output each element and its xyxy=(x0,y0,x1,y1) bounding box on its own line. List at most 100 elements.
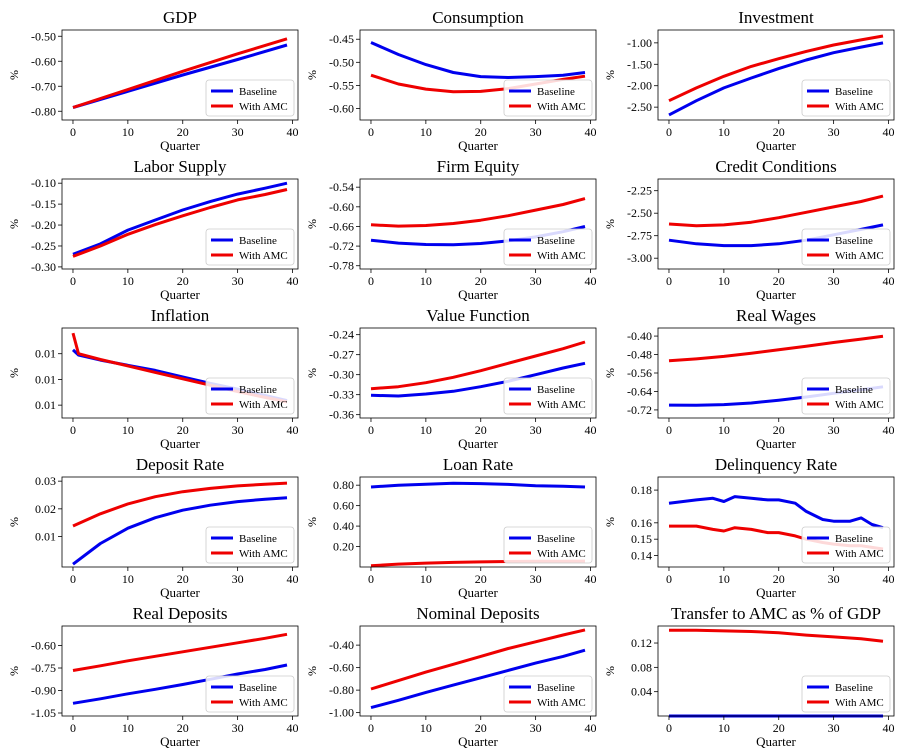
x-tick-label: 10 xyxy=(420,423,432,437)
x-axis-label: Quarter xyxy=(756,436,796,451)
chart-panel-14: Transfer to AMC as % of GDP 0 10 20 30 40 0.04… xyxy=(603,604,895,749)
y-tick-label: -0.78 xyxy=(329,259,354,273)
y-tick-label: -1.00 xyxy=(627,36,652,50)
x-tick-label: 30 xyxy=(232,125,244,139)
y-tick-label: -0.75 xyxy=(31,661,56,675)
y-tick-label: -0.70 xyxy=(31,79,56,93)
axes-frame xyxy=(359,625,597,717)
x-tick-label: 20 xyxy=(177,572,189,586)
legend-label: With AMC xyxy=(537,399,586,411)
chart-panel-10: Loan Rate 0 10 20 30 40 0.20 0.40 0.60 0.80 Quarte… xyxy=(305,455,597,600)
axes-frame xyxy=(61,29,299,121)
chart-panel-0: GDP 0 10 20 30 40 -0.80 -0.70 -0.60 -0.50 Quarter%… xyxy=(7,8,299,153)
chart-panel-13: Nominal Deposits 0 10 20 30 40 -1.00 -0.80 -0.60… xyxy=(305,604,597,749)
x-tick-label: 20 xyxy=(475,423,487,437)
y-tick-label: 0.02 xyxy=(35,502,56,516)
y-tick-label: -0.40 xyxy=(329,638,354,652)
legend-label: Baseline xyxy=(239,235,277,247)
y-tick-label: 0.14 xyxy=(631,549,652,563)
y-tick-label: 0.03 xyxy=(35,474,56,488)
x-tick-label: 30 xyxy=(828,721,840,735)
y-axis-label: % xyxy=(7,368,21,378)
series-line-baseline xyxy=(72,496,288,566)
legend-label: Baseline xyxy=(239,86,277,98)
x-tick-label: 10 xyxy=(122,274,134,288)
y-tick-label: -0.30 xyxy=(31,260,56,274)
x-tick-label: 0 xyxy=(666,125,672,139)
axes-frame xyxy=(61,476,299,568)
legend-label: Baseline xyxy=(835,533,873,545)
axes-frame xyxy=(61,327,299,419)
y-tick-label: -0.60 xyxy=(31,54,56,68)
x-axis-label: Quarter xyxy=(160,734,200,749)
panel-title: Transfer to AMC as % of GDP xyxy=(671,604,881,623)
x-tick-label: 10 xyxy=(122,721,134,735)
legend-label: Baseline xyxy=(239,384,277,396)
y-tick-label: -0.15 xyxy=(31,197,56,211)
axes-frame xyxy=(657,625,895,717)
panel-title: Real Deposits xyxy=(133,604,228,623)
chart-panel-4: Firm Equity 0 10 20 30 40 -0.78 -0.72 -0.66 -0.60… xyxy=(305,157,597,302)
x-tick-label: 20 xyxy=(475,572,487,586)
y-tick-label: -0.36 xyxy=(329,408,354,422)
x-tick-label: 30 xyxy=(828,423,840,437)
y-tick-label: -2.75 xyxy=(627,229,652,243)
panel-title: Firm Equity xyxy=(437,157,520,176)
legend-label: With AMC xyxy=(239,548,288,560)
x-tick-label: 30 xyxy=(828,125,840,139)
x-tick-label: 0 xyxy=(70,423,76,437)
series-line-baseline xyxy=(370,361,586,398)
y-axis-label: % xyxy=(603,517,617,527)
x-tick-label: 30 xyxy=(530,125,542,139)
axes-frame xyxy=(359,327,597,419)
x-tick-label: 0 xyxy=(70,274,76,288)
axes-frame xyxy=(657,476,895,568)
legend-label: With AMC xyxy=(835,101,884,113)
legend-label: Baseline xyxy=(537,682,575,694)
x-axis-label: Quarter xyxy=(160,436,200,451)
x-axis-label: Quarter xyxy=(160,585,200,600)
series-line-amc xyxy=(669,628,884,643)
x-tick-label: 10 xyxy=(718,125,730,139)
x-tick-label: 10 xyxy=(718,721,730,735)
legend-label: With AMC xyxy=(835,697,884,709)
legend: Baseline With AMC xyxy=(801,675,891,713)
legend: Baseline With AMC xyxy=(801,79,891,117)
x-tick-label: 0 xyxy=(368,423,374,437)
y-tick-label: -0.56 xyxy=(627,366,652,380)
x-tick-label: 30 xyxy=(232,721,244,735)
x-tick-label: 20 xyxy=(177,125,189,139)
x-tick-label: 20 xyxy=(773,423,785,437)
y-tick-label: -2.50 xyxy=(627,206,652,220)
x-tick-label: 30 xyxy=(232,274,244,288)
y-tick-label: -0.72 xyxy=(329,239,354,253)
chart-panel-5: Credit Conditions 0 10 20 30 40 -3.00 -2.75 -2.5… xyxy=(603,157,895,302)
x-tick-label: 30 xyxy=(232,572,244,586)
x-tick-label: 40 xyxy=(287,274,299,288)
x-tick-label: 40 xyxy=(883,423,895,437)
y-tick-label: 0.40 xyxy=(333,519,354,533)
legend-label: Baseline xyxy=(835,384,873,396)
y-tick-label: -0.50 xyxy=(329,55,354,69)
panel-title: Deposit Rate xyxy=(136,455,224,474)
series-line-baseline xyxy=(72,181,288,256)
panel-title: Delinquency Rate xyxy=(715,455,837,474)
legend-label: With AMC xyxy=(835,548,884,560)
y-tick-label: -2.25 xyxy=(627,184,652,198)
panel-title: GDP xyxy=(163,8,197,27)
chart-panel-7: Value Function 0 10 20 30 40 -0.36 -0.33 -0.30 -0… xyxy=(305,306,597,451)
x-tick-label: 40 xyxy=(585,125,597,139)
y-tick-label: 0.15 xyxy=(631,532,652,546)
series-line-amc xyxy=(668,34,884,103)
y-tick-label: -0.33 xyxy=(329,388,354,402)
y-tick-label: -3.00 xyxy=(627,251,652,265)
legend-label: With AMC xyxy=(239,101,288,113)
legend-label: Baseline xyxy=(537,86,575,98)
x-tick-label: 30 xyxy=(828,274,840,288)
panel-title: Credit Conditions xyxy=(715,157,836,176)
x-axis-label: Quarter xyxy=(756,287,796,302)
x-axis-label: Quarter xyxy=(458,734,498,749)
y-axis-label: % xyxy=(305,70,319,80)
y-tick-label: -0.48 xyxy=(627,348,652,362)
series-line-amc xyxy=(370,628,586,691)
